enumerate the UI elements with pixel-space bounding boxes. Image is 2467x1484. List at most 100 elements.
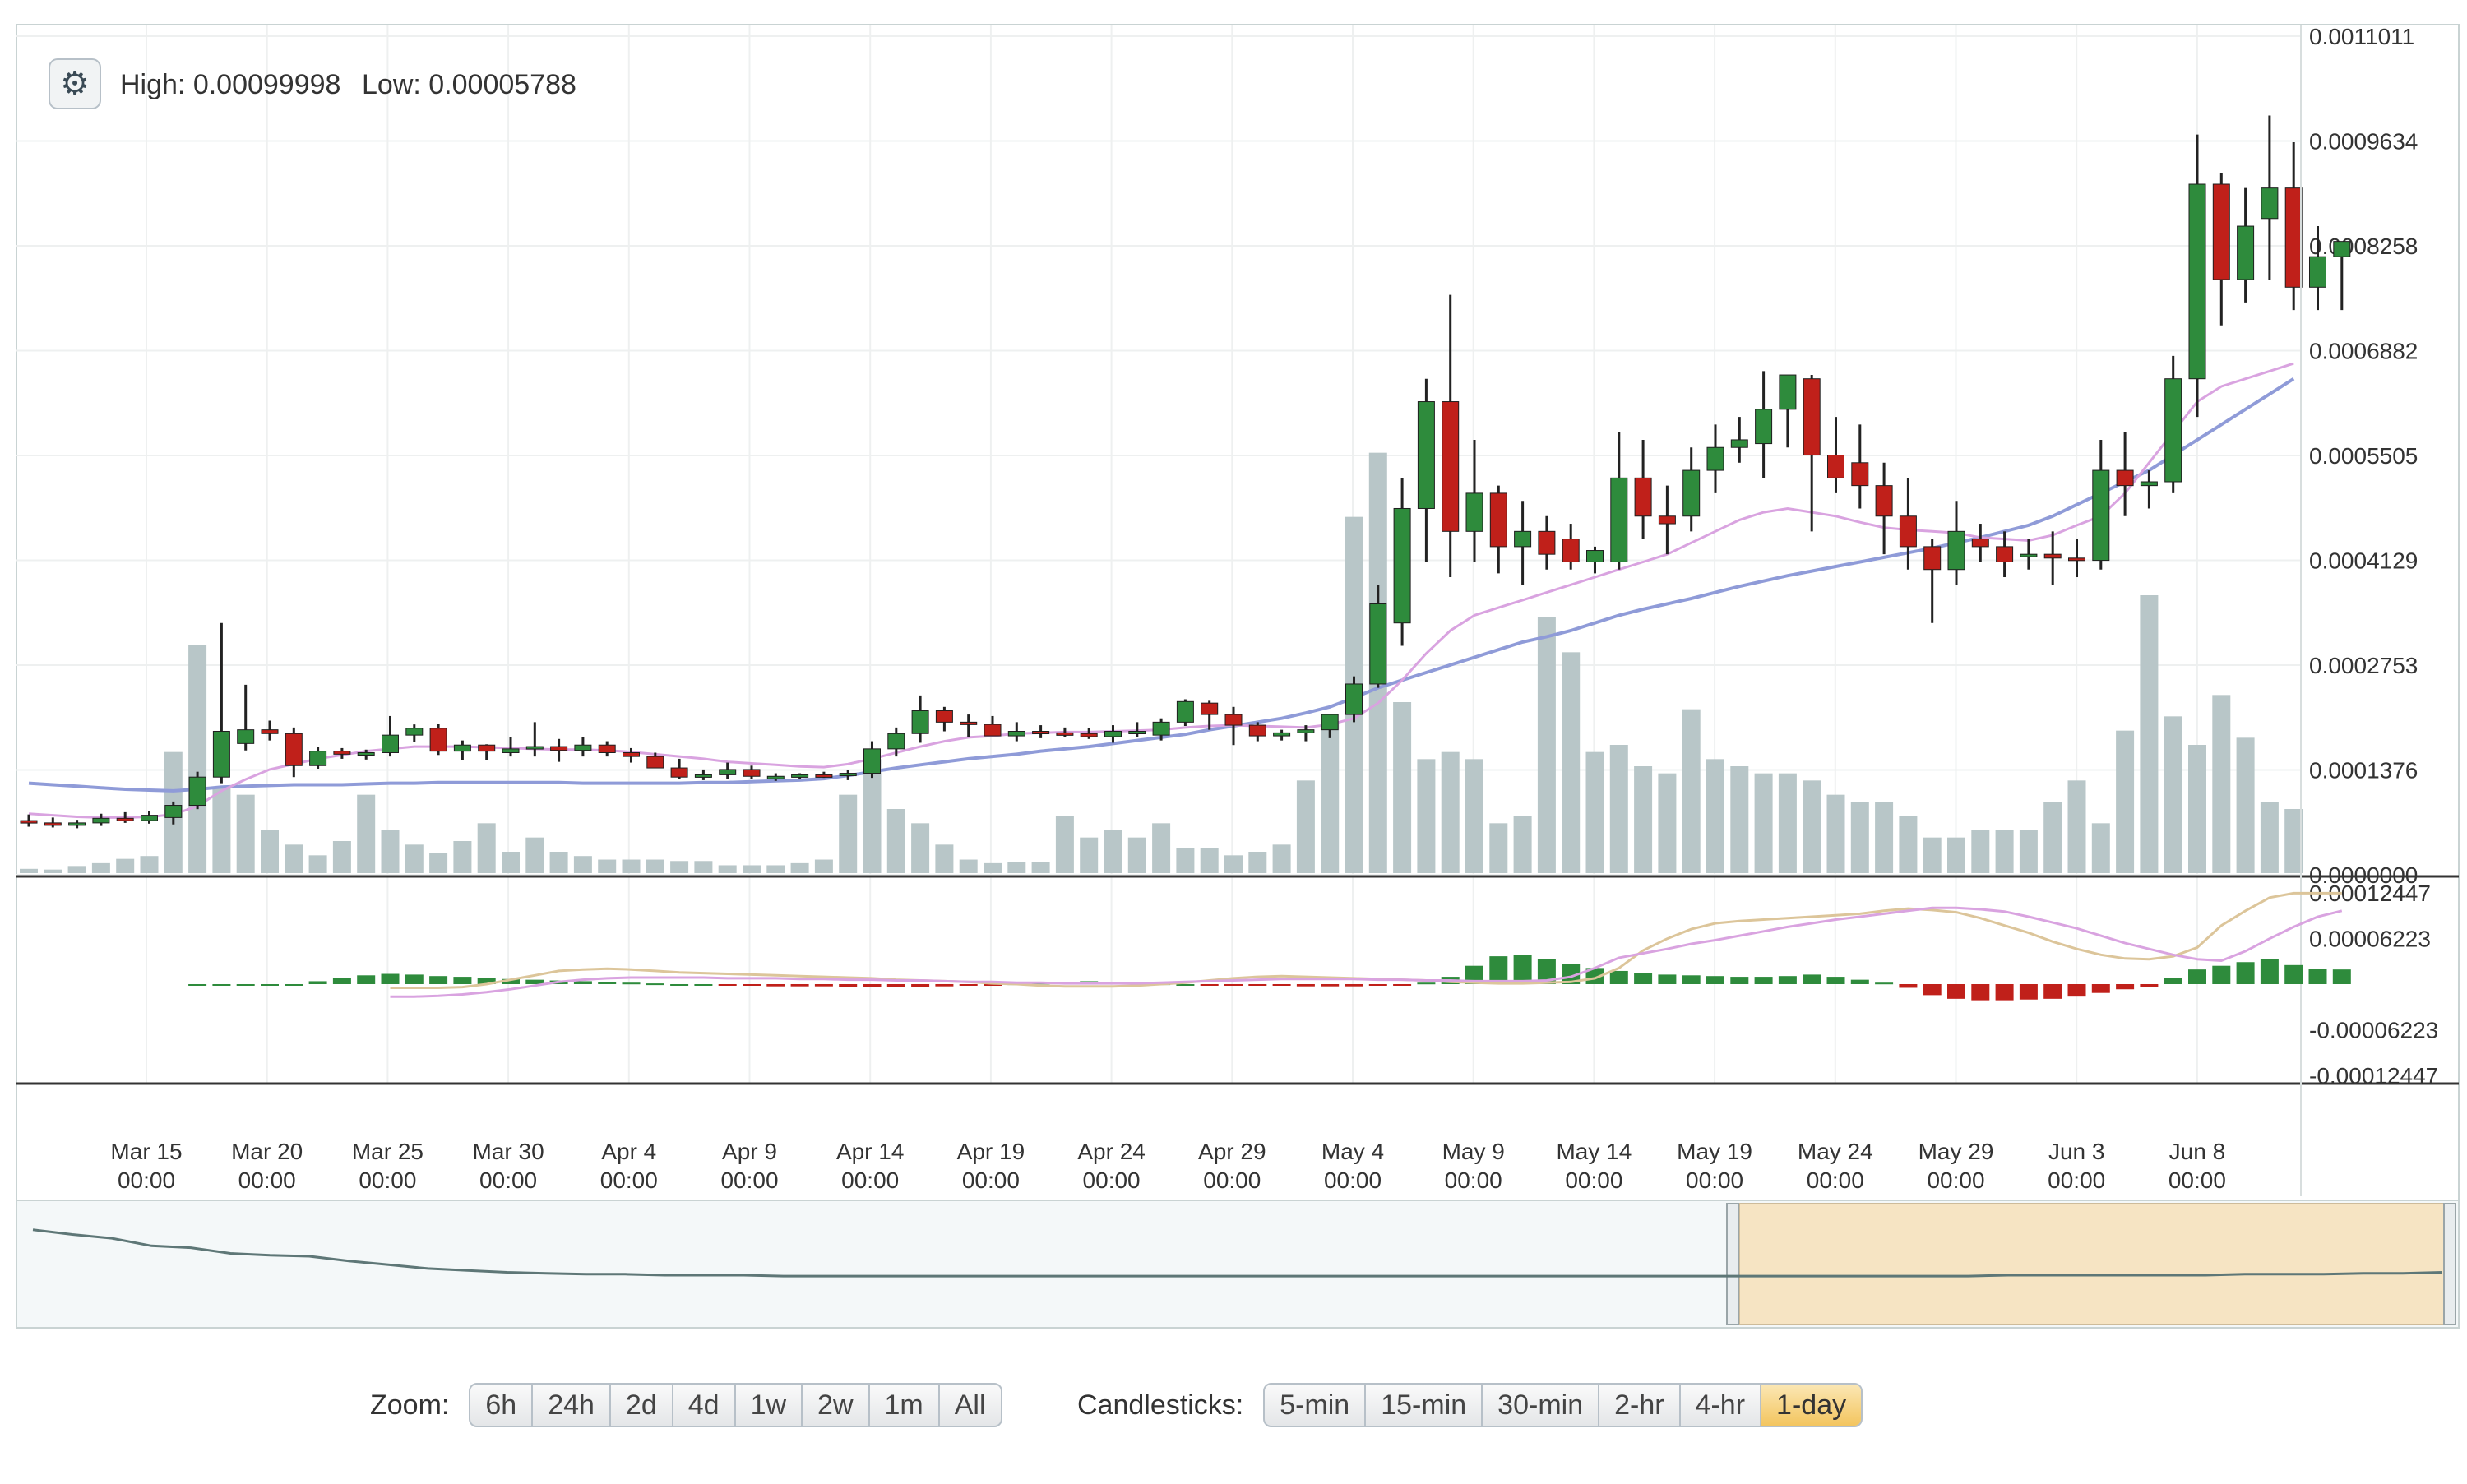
candle-body	[1321, 714, 1339, 731]
zoom-24h-button[interactable]: 24h	[531, 1385, 609, 1426]
macd-histogram-bar	[863, 984, 882, 987]
price-axis-tick-label: 0.0005505	[2309, 443, 2418, 469]
x-axis-time-label: 00:00	[1927, 1167, 1984, 1193]
candle-body	[2237, 225, 2255, 280]
volume-bar	[1127, 837, 1146, 873]
candle-body	[1345, 683, 1363, 715]
volume-bar	[886, 809, 905, 873]
volume-bar	[959, 859, 978, 873]
zoom-buttons: 6h 24h 2d 4d 1w 2w 1m All	[469, 1383, 1002, 1427]
zoom-2w-button[interactable]: 2w	[801, 1385, 868, 1426]
volume-bar	[839, 794, 858, 873]
candle-body	[743, 769, 761, 777]
high-value-label: High: 0.00099998	[120, 69, 340, 100]
macd-histogram-bar	[1345, 984, 1363, 987]
settings-button[interactable]: ⚙	[49, 58, 101, 109]
macd-histogram-bar	[1513, 955, 1532, 984]
candle-body	[237, 729, 255, 744]
x-axis-time-label: 00:00	[238, 1167, 296, 1193]
gear-icon[interactable]: ⚙	[60, 66, 90, 102]
x-axis-time-label: 00:00	[962, 1167, 1020, 1193]
candle-body	[1899, 515, 1917, 548]
candle-30min-button[interactable]: 30-min	[1481, 1385, 1598, 1426]
macd-histogram-bar	[2019, 984, 2038, 1000]
volume-bar	[1465, 759, 1483, 873]
zoom-1w-button[interactable]: 1w	[734, 1385, 801, 1426]
volume-bar	[1200, 848, 1219, 873]
volume-bar	[44, 869, 62, 873]
candle-body	[815, 774, 833, 778]
volume-bar	[1899, 816, 1918, 873]
volume-bar	[2284, 809, 2303, 873]
volume-bar	[1417, 759, 1436, 873]
volume-bar	[91, 862, 110, 873]
x-axis-time-label: 00:00	[1083, 1167, 1141, 1193]
candle-15min-button[interactable]: 15-min	[1364, 1385, 1481, 1426]
volume-bar	[1971, 830, 1990, 873]
macd-histogram-bar	[1875, 982, 1894, 985]
candle-body	[1682, 469, 1701, 517]
macd-histogram-bar	[573, 981, 592, 984]
macd-histogram-bar	[1803, 974, 1821, 984]
macd-histogram-bar	[814, 984, 833, 987]
macd-histogram-bar	[261, 984, 279, 986]
volume-bar	[2188, 745, 2206, 873]
candle-body	[2164, 378, 2182, 483]
macd-histogram-bar	[1368, 984, 1387, 986]
candle-body	[839, 773, 857, 777]
volume-bar	[1923, 837, 1942, 873]
candle-body	[2140, 481, 2158, 487]
zoom-1m-button[interactable]: 1m	[868, 1385, 938, 1426]
volume-bar	[1826, 794, 1845, 873]
zoom-all-button[interactable]: All	[937, 1385, 1001, 1426]
macd-histogram-bar	[405, 974, 424, 984]
x-axis-date-label: May 9	[1442, 1139, 1505, 1164]
x-axis-time-label: 00:00	[2048, 1167, 2105, 1193]
macd-histogram-bar	[1417, 982, 1436, 985]
macd-histogram-bar	[381, 973, 400, 984]
candle-body	[2284, 187, 2303, 288]
volume-bar	[790, 862, 809, 873]
candlestick-buttons: 5-min 15-min 30-min 2-hr 4-hr 1-day	[1263, 1383, 1863, 1427]
candle-4hr-button[interactable]: 4-hr	[1678, 1385, 1760, 1426]
candle-body	[429, 728, 447, 752]
settings-button-frame	[49, 58, 101, 109]
volume-bar	[670, 861, 689, 873]
volume-bar	[1296, 780, 1315, 873]
candle-2hr-button[interactable]: 2-hr	[1598, 1385, 1678, 1426]
candle-body	[694, 774, 712, 778]
candle-body	[863, 748, 881, 774]
candle-body	[1489, 492, 1507, 548]
candle-body	[2261, 187, 2279, 220]
zoom-2d-button[interactable]: 2d	[609, 1385, 672, 1426]
volume-bar	[814, 859, 833, 873]
macd-histogram-bar	[453, 977, 472, 984]
candle-1day-button[interactable]: 1-day	[1760, 1385, 1862, 1426]
candle-body	[1971, 539, 1989, 548]
candle-body	[141, 815, 158, 821]
x-axis-date-label: Jun 3	[2048, 1139, 2105, 1164]
zoom-4d-button[interactable]: 4d	[671, 1385, 734, 1426]
candle-5min-button[interactable]: 5-min	[1280, 1389, 1350, 1421]
candle-body	[1465, 492, 1483, 532]
volume-bar	[332, 841, 351, 873]
volume-bar	[718, 865, 737, 873]
x-axis-date-label: Mar 20	[231, 1139, 303, 1164]
candle-body	[1875, 485, 1893, 517]
candlestick-series	[20, 115, 2351, 829]
candle-body	[1297, 729, 1315, 733]
zoom-6h-button[interactable]: 6h	[485, 1389, 517, 1421]
volume-bar	[188, 645, 207, 873]
x-axis-date-label: Apr 9	[722, 1139, 777, 1164]
macd-histogram-bar	[188, 984, 207, 986]
macd-axis-tick-label: -0.00012447	[2309, 1063, 2438, 1089]
volume-bar	[1995, 830, 2014, 873]
macd-histogram-bar	[1754, 977, 1773, 984]
volume-bar	[1778, 773, 1797, 873]
macd-histogram-bar	[694, 984, 713, 986]
candle-body	[478, 744, 496, 752]
candle-body	[1779, 374, 1797, 410]
candle-body	[1007, 731, 1025, 737]
candle-body	[1032, 731, 1050, 735]
